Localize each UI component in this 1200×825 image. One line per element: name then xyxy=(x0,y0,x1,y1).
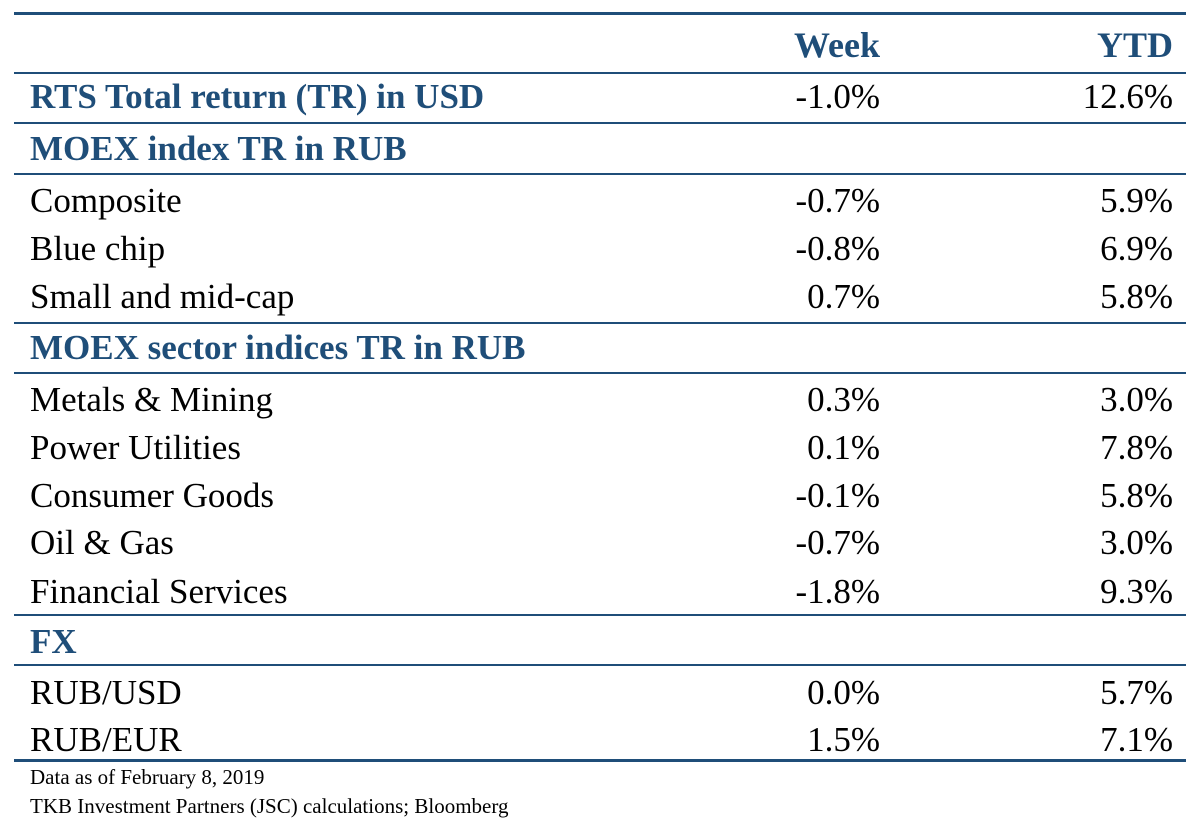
row-week-value: 1.5% xyxy=(807,720,880,759)
row-label: Financial Services xyxy=(30,572,288,611)
section-title: FX xyxy=(30,622,77,661)
moex-index-section-end-rule xyxy=(14,322,1186,324)
row-ytd-value: 7.8% xyxy=(1100,428,1173,467)
row-ytd-value: 5.8% xyxy=(1100,277,1173,316)
row-label: Small and mid-cap xyxy=(30,277,295,316)
moex-sector-rule xyxy=(14,372,1186,374)
rts-label: RTS Total return (TR) in USD xyxy=(30,77,485,116)
column-header-rule xyxy=(14,72,1186,74)
moex-index-rule xyxy=(14,173,1186,175)
row-week-value: 0.3% xyxy=(807,380,880,419)
row-week-value: 0.0% xyxy=(807,673,880,712)
moex-sector-section-end-rule xyxy=(14,614,1186,616)
row-ytd-value: 9.3% xyxy=(1100,572,1173,611)
row-label: Metals & Mining xyxy=(30,380,274,419)
row-week-value: -1.8% xyxy=(795,572,880,611)
row-week-value: -0.7% xyxy=(795,181,880,220)
row-ytd-value: 5.7% xyxy=(1100,673,1173,712)
footnote-source: TKB Investment Partners (JSC) calculatio… xyxy=(30,794,509,818)
section-title-fx: FX xyxy=(0,624,1200,664)
bottom-rule xyxy=(14,759,1186,762)
fx-rule xyxy=(14,664,1186,666)
row-week-value: 0.1% xyxy=(807,428,880,467)
row-ytd-value: 3.0% xyxy=(1100,380,1173,419)
row-week-value: -0.1% xyxy=(795,476,880,515)
row-label: RUB/USD xyxy=(30,673,182,712)
row-week-value: -0.7% xyxy=(795,523,880,562)
row-ytd-value: 3.0% xyxy=(1100,523,1173,562)
rts-ytd-value: 12.6% xyxy=(1082,77,1173,116)
row-ytd-value: 7.1% xyxy=(1100,720,1173,759)
section-title: MOEX index TR in RUB xyxy=(30,129,407,168)
section-title-moex-index: MOEX index TR in RUB xyxy=(0,131,1200,171)
row-ytd-value: 5.9% xyxy=(1100,181,1173,220)
column-header-week: Week xyxy=(794,25,880,65)
row-week-value: -0.8% xyxy=(795,229,880,268)
row-label: RUB/EUR xyxy=(30,720,182,759)
row-label: Composite xyxy=(30,181,182,220)
row-ytd-value: 6.9% xyxy=(1100,229,1173,268)
section-title: MOEX sector indices TR in RUB xyxy=(30,328,526,367)
column-header-ytd: YTD xyxy=(1096,25,1173,65)
row-label: Oil & Gas xyxy=(30,523,174,562)
footnote-date: Data as of February 8, 2019 xyxy=(30,765,265,789)
row-label: Power Utilities xyxy=(30,428,241,467)
row-label: Blue chip xyxy=(30,229,166,268)
rts-rule xyxy=(14,122,1186,124)
table-row-rts: RTS Total return (TR) in USD -1.0% 12.6% xyxy=(0,79,1200,119)
section-title-moex-sector: MOEX sector indices TR in RUB xyxy=(0,330,1200,370)
row-ytd-value: 5.8% xyxy=(1100,476,1173,515)
rts-week-value: -1.0% xyxy=(795,77,880,116)
top-rule xyxy=(14,12,1186,15)
row-label: Consumer Goods xyxy=(30,476,275,515)
row-week-value: 0.7% xyxy=(807,277,880,316)
